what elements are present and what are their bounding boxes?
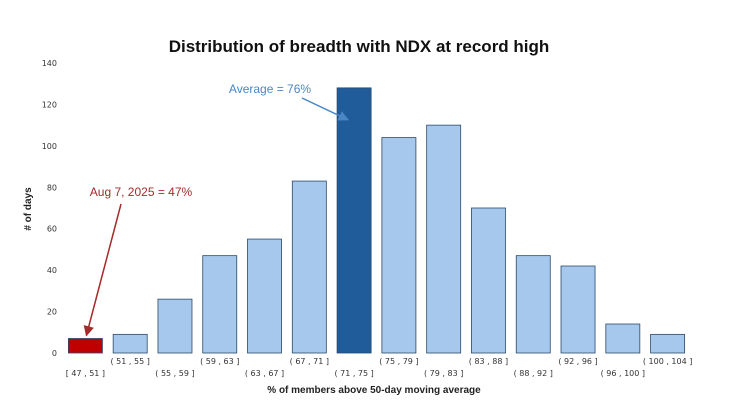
- y-tick-label: 100: [42, 142, 57, 151]
- bar-7: [381, 137, 417, 354]
- x-tick-label: ( 88 , 92 ]: [514, 369, 553, 378]
- x-tick-label: ( 59 , 63 ]: [200, 357, 239, 366]
- x-tick-label: ( 92 , 96 ]: [558, 357, 597, 366]
- y-tick-label: 120: [42, 100, 57, 109]
- chart-title: Distribution of breadth with NDX at reco…: [169, 37, 550, 56]
- bar-5: [291, 180, 327, 354]
- y-axis-label: # of days: [23, 187, 34, 231]
- x-tick-label: ( 100 , 104 ]: [643, 357, 693, 366]
- bar-9: [471, 207, 506, 354]
- x-axis-label: % of members above 50-day moving average: [267, 385, 481, 396]
- x-tick-label: ( 55 , 59 ]: [155, 369, 194, 378]
- x-tick-label: ( 51 , 55 ]: [111, 357, 150, 366]
- x-tick-label: [ 47 , 51 ]: [66, 369, 105, 378]
- bar-12: [605, 323, 641, 354]
- bars: [67, 87, 686, 354]
- x-tick-label: ( 75 , 79 ]: [379, 357, 418, 366]
- x-tick-label: ( 79 , 83 ]: [424, 369, 463, 378]
- y-tick-label: 20: [47, 308, 57, 317]
- bar-10: [515, 255, 551, 354]
- bar-0: [67, 338, 103, 354]
- y-tick-label: 40: [47, 266, 57, 275]
- x-tick-label: ( 71 , 75 ]: [334, 369, 373, 378]
- y-axis: 0 20 40 60 80 100 120 140: [42, 59, 57, 358]
- average-arrow: [301, 97, 350, 121]
- bar-1: [112, 333, 148, 354]
- x-tick-label: ( 67 , 71 ]: [290, 357, 329, 366]
- bar-2: [157, 298, 193, 354]
- bar-8: [426, 124, 462, 354]
- current-arrow: [83, 203, 122, 337]
- y-tick-label: 0: [52, 349, 57, 358]
- average-annotation: Average = 76%: [229, 82, 312, 96]
- current-annotation: Aug 7, 2025 = 47%: [90, 185, 193, 199]
- bar-4: [247, 238, 282, 354]
- x-tick-label: ( 96 , 100 ]: [601, 369, 645, 378]
- x-axis-ticks: [ 47 , 51 ] ( 51 , 55 ] ( 55 , 59 ] ( 59 , …: [66, 357, 693, 378]
- bar-11: [560, 265, 596, 354]
- x-tick-label: ( 83 , 88 ]: [469, 357, 508, 366]
- x-tick-label: ( 63 , 67 ]: [245, 369, 284, 378]
- bar-13: [650, 333, 686, 354]
- bar-3: [202, 255, 238, 354]
- y-tick-label: 140: [42, 59, 57, 68]
- bar-6: [336, 87, 372, 354]
- y-tick-label: 80: [47, 183, 57, 192]
- y-tick-label: 60: [47, 225, 57, 234]
